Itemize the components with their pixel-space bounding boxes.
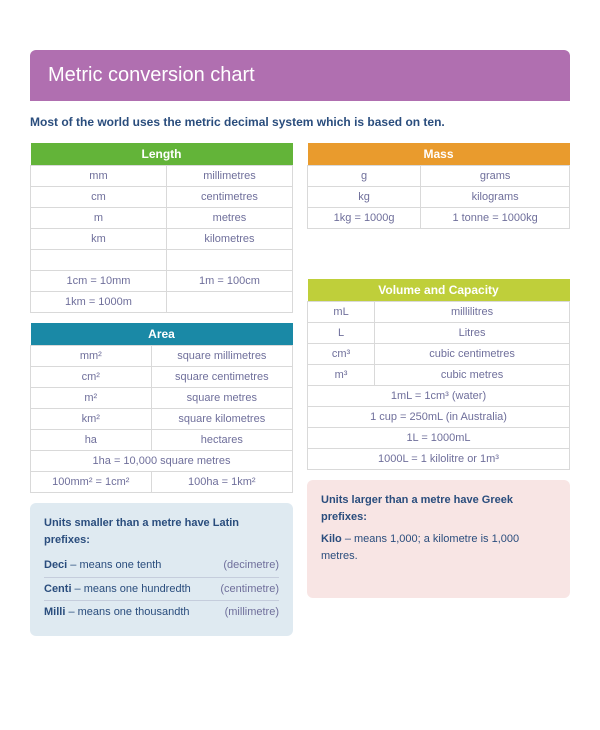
table-row: mLmillilitres [308, 302, 570, 323]
table-row: cm²square centimetres [31, 367, 293, 388]
mass-header: Mass [308, 143, 570, 166]
table-row: 1kg = 1000g1 tonne = 1000kg [308, 208, 570, 229]
table-row: kmkilometres [31, 229, 293, 250]
length-table: Length mmmillimetres cmcentimetres mmetr… [30, 143, 293, 313]
area-table: Area mm²square millimetres cm²square cen… [30, 323, 293, 493]
greek-lead: Units larger than a metre have Greek pre… [321, 492, 556, 525]
volume-header: Volume and Capacity [308, 279, 570, 302]
length-header: Length [31, 143, 293, 166]
table-row: m²square metres [31, 388, 293, 409]
table-row: mmetres [31, 208, 293, 229]
table-row: 100mm² = 1cm²100ha = 1km² [31, 472, 293, 493]
table-row: mmmillimetres [31, 166, 293, 187]
table-row: .. [31, 250, 293, 271]
table-row: km²square kilometres [31, 409, 293, 430]
page-title: Metric conversion chart [30, 50, 570, 101]
latin-item: Milli – means one thousandth (millimetre… [44, 601, 279, 624]
table-row: 1cm = 10mm1m = 100cm [31, 271, 293, 292]
latin-prefixes-box: Units smaller than a metre have Latin pr… [30, 503, 293, 636]
table-row: m³cubic metres [308, 365, 570, 386]
volume-table: Volume and Capacity mLmillilitres LLitre… [307, 279, 570, 470]
table-row: cm³cubic centimetres [308, 344, 570, 365]
table-row: 1ha = 10,000 square metres [31, 451, 293, 472]
table-row: kgkilograms [308, 187, 570, 208]
latin-item: Centi – means one hundredth (centimetre) [44, 578, 279, 602]
table-row: LLitres [308, 323, 570, 344]
area-header: Area [31, 323, 293, 346]
table-row: mm²square millimetres [31, 346, 293, 367]
table-row: 1000L = 1 kilolitre or 1m³ [308, 449, 570, 470]
latin-item: Deci – means one tenth (decimetre) [44, 554, 279, 578]
table-row: 1 cup = 250mL (in Australia) [308, 407, 570, 428]
table-row: 1mL = 1cm³ (water) [308, 386, 570, 407]
table-row: 1km = 1000m [31, 292, 293, 313]
table-row: cmcentimetres [31, 187, 293, 208]
table-row: 1L = 1000mL [308, 428, 570, 449]
table-row: hahectares [31, 430, 293, 451]
intro-text: Most of the world uses the metric decima… [30, 115, 570, 129]
mass-table: Mass ggrams kgkilograms 1kg = 1000g1 ton… [307, 143, 570, 229]
table-row: ggrams [308, 166, 570, 187]
latin-lead: Units smaller than a metre have Latin pr… [44, 515, 279, 548]
greek-item: Kilo – means 1,000; a kilometre is 1,000… [321, 531, 556, 564]
greek-prefixes-box: Units larger than a metre have Greek pre… [307, 480, 570, 598]
